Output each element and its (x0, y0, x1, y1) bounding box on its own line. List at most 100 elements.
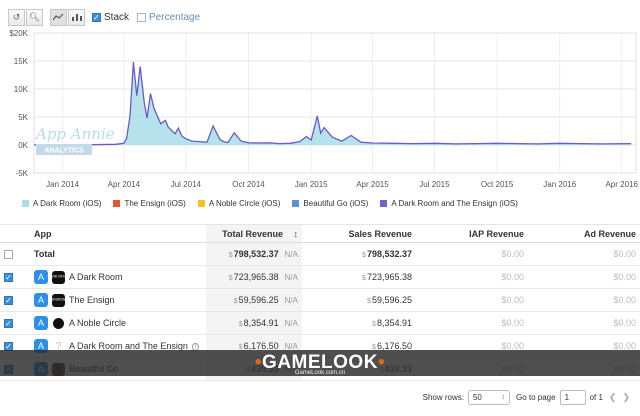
total-revenue-cell: $59,596.25 N/A (206, 288, 302, 312)
total-row-ad-revenue: $0.00 (528, 242, 640, 266)
total-row: Total $798,532.37 N/A $798,532.37 $0.00 $… (0, 242, 640, 266)
page-input[interactable]: 1 (559, 390, 586, 405)
x-tick-label: Jul 2015 (419, 180, 450, 189)
watermark-badge (36, 144, 92, 155)
table-row[interactable]: ✓ A DARK ROOM A Dark Room $723,965.38 N/A $723… (0, 265, 640, 289)
undo-icon[interactable]: ↺ (8, 8, 25, 26)
x-tick-label: Apr 2016 (605, 180, 638, 189)
revenue-chart: $20K 15K 10K 5K 0K -5K Jan 2014 Apr 2014 Jul 20… (9, 29, 638, 189)
total-row-iap-revenue: $0.00 (416, 242, 528, 266)
app-cell[interactable]: A DARK ROOM A Dark Room (30, 265, 206, 289)
table-row[interactable]: ✓ A ENSIGN The Ensign $59,596.25 N/A $59,596.2… (0, 288, 640, 312)
app-name[interactable]: A Dark Room (69, 272, 123, 282)
table-row[interactable]: ✓ A A Noble Circle $8,354.91 N/A $8,354.91 $0.… (0, 311, 640, 335)
app-store-icon: A (34, 316, 48, 330)
app-store-icon: A (34, 270, 48, 284)
legend-swatch (292, 199, 300, 207)
legend-label: A Dark Room and The Ensign (iOS) (391, 198, 518, 208)
info-icon[interactable]: i (191, 343, 200, 352)
y-tick-label: 0K (18, 141, 28, 150)
gamelook-logo: •GAMELOOK• (254, 352, 386, 373)
sales-revenue-column-header[interactable]: Sales Revenue (302, 224, 416, 243)
row-checkbox[interactable]: ✓ (4, 273, 13, 283)
sort-icon[interactable]: ↕ (293, 228, 299, 239)
next-page-icon[interactable]: ❯ (622, 392, 630, 402)
app-store-icon: A (34, 339, 48, 353)
ad-revenue-column-header[interactable]: Ad Revenue (528, 224, 640, 243)
plot-frame (33, 32, 637, 174)
x-tick-label: Oct 2014 (232, 180, 265, 189)
total-row-sales-revenue: $798,532.37 (302, 242, 416, 266)
total-row-total-revenue: $798,532.37 N/A (206, 242, 302, 266)
legend-item[interactable]: A Dark Room and The Ensign (iOS) (380, 199, 518, 208)
app-cell[interactable]: A ENSIGN The Ensign (30, 288, 206, 312)
show-rows-label: Show rows: (422, 393, 464, 402)
total-revenue-cell: $723,965.38 N/A (206, 265, 302, 289)
legend-label: The Ensign (iOS) (124, 198, 186, 208)
total-revenue-column-header[interactable]: Total Revenue ↕ (206, 224, 302, 243)
x-tick-label: Oct 2015 (481, 180, 514, 189)
prev-page-icon[interactable]: ❮ (608, 392, 617, 402)
total-row-label: Total (30, 242, 206, 266)
bar-chart-icon[interactable] (68, 8, 85, 26)
legend-item[interactable]: A Dark Room (iOS) (22, 199, 101, 208)
legend-item[interactable]: The Ensign (iOS) (113, 198, 186, 208)
row-checkbox[interactable]: ✓ (4, 319, 13, 329)
sales-revenue-cell: $59,596.25 (302, 288, 416, 312)
watermark-band (0, 350, 640, 376)
zoom-icon[interactable]: 🔍︎ (26, 8, 43, 26)
y-axis-ticks: $20K 15K 10K 5K 0K -5K (9, 29, 28, 178)
go-to-page-label: Go to page (515, 393, 556, 402)
y-tick-label: -5K (16, 169, 29, 178)
line-chart-icon[interactable] (50, 8, 67, 26)
a-noble-circle-app-icon (52, 316, 65, 330)
y-tick-label: 10K (14, 85, 29, 94)
x-tick-label: Jul 2014 (171, 180, 202, 189)
legend-item[interactable]: Beautiful Go (iOS) (292, 199, 368, 208)
stack-label: Stack (104, 11, 130, 23)
iap-revenue-cell: $0.00 (416, 265, 528, 289)
page-count: of 1 (589, 393, 603, 402)
x-tick-label: Jan 2016 (543, 180, 576, 189)
the-ensign-app-icon: ENSIGN (52, 293, 65, 307)
percentage-checkbox[interactable] (137, 12, 147, 22)
iap-revenue-column-header[interactable]: IAP Revenue (416, 224, 528, 243)
legend-swatch (380, 199, 388, 207)
x-tick-label: Jan 2015 (295, 180, 328, 189)
legend-swatch (197, 199, 205, 207)
watermark-sub: ANALYTICS (44, 148, 84, 155)
x-axis-ticks: Jan 2014 Apr 2014 Jul 2014 Oct 2014 Jan 2015… (46, 180, 638, 189)
rows-per-page-select[interactable]: 50 ↕ (467, 390, 510, 405)
gamelook-url: GameLook.com.cn (294, 370, 346, 376)
legend-label: A Dark Room (iOS) (33, 198, 102, 208)
y-tick-label: 5K (18, 113, 28, 122)
stack-toggle[interactable]: ✓ Stack (92, 12, 129, 23)
app-store-icon: A (34, 293, 48, 307)
legend-item[interactable]: A Noble Circle (iOS) (197, 198, 281, 208)
stack-checkbox[interactable]: ✓ (92, 12, 101, 22)
row-checkbox[interactable]: ✓ (4, 296, 13, 306)
legend-label: Beautiful Go (iOS) (303, 198, 369, 208)
iap-revenue-cell: $0.00 (416, 288, 528, 312)
percentage-toggle[interactable]: Percentage (137, 12, 200, 23)
legend-swatch (22, 199, 29, 207)
bundle-app-icon: ? (52, 339, 65, 353)
x-tick-label: Apr 2014 (108, 180, 141, 189)
legend-label: A Noble Circle (iOS) (208, 198, 281, 208)
chart-toolbar: ↺ 🔍︎ ✓ Stack Percentage (8, 8, 200, 26)
app-name[interactable]: A Dark Room and The Ensign (69, 341, 188, 351)
ad-revenue-cell: $0.00 (528, 265, 640, 289)
sales-revenue-cell: $8,354.91 (302, 311, 416, 335)
app-name[interactable]: A Noble Circle (69, 318, 127, 328)
app-column-header[interactable]: App (30, 224, 206, 243)
app-cell[interactable]: A A Noble Circle (30, 311, 206, 335)
percentage-label: Percentage (149, 11, 201, 23)
chart-grid (33, 32, 637, 174)
y-tick-label: 15K (14, 57, 29, 66)
iap-revenue-cell: $0.00 (416, 311, 528, 335)
x-tick-label: Jan 2014 (46, 180, 79, 189)
app-name[interactable]: The Ensign (69, 295, 115, 305)
page-input-value: 1 (564, 393, 570, 402)
x-tick-label: Apr 2015 (356, 180, 389, 189)
total-row-checkbox[interactable] (4, 250, 13, 260)
